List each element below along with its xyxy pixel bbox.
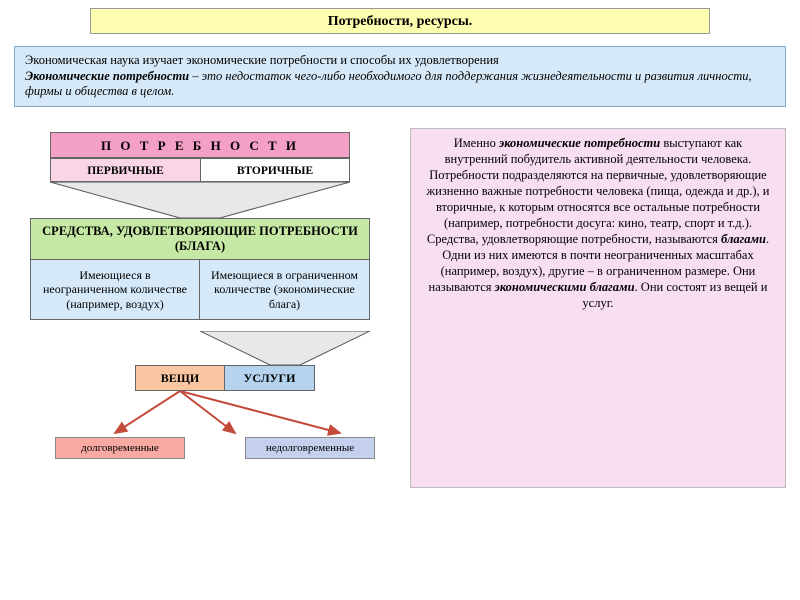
things-services-row: ВЕЩИ УСЛУГИ <box>135 365 315 391</box>
intro-line2: Экономические потребности – это недостат… <box>25 69 775 100</box>
means-box: СРЕДСТВА, УДОВЛЕТВОРЯЮЩИЕ ПОТРЕБНОСТИ (Б… <box>30 218 370 320</box>
means-unlimited: Имеющиеся в неограниченном количестве (н… <box>31 260 200 319</box>
needs-primary: ПЕРВИЧНЫЕ <box>50 158 200 182</box>
exp-p1b: выступают как внутренний побудитель акти… <box>427 136 770 230</box>
intro-line1: Экономическая наука изучает экономически… <box>25 53 775 69</box>
means-header: СРЕДСТВА, УДОВЛЕТВОРЯЮЩИЕ ПОТРЕБНОСТИ (Б… <box>31 219 369 260</box>
things-cell: ВЕЩИ <box>135 365 225 391</box>
exp-p1a: Именно <box>454 136 499 150</box>
split-arrows-icon <box>95 391 365 437</box>
funnel-icon-2 <box>200 331 370 365</box>
needs-secondary: ВТОРИЧНЫЕ <box>200 158 350 182</box>
exp-p2em: благами <box>721 232 766 246</box>
long-term-box: долговременные <box>55 437 185 459</box>
needs-header: П О Т Р Е Б Н О С Т И <box>50 132 350 158</box>
means-row: Имеющиеся в неограниченном количестве (н… <box>31 260 369 319</box>
exp-p2a: Средства, удовлетворяющие потребности, н… <box>427 232 721 246</box>
intro-definition-box: Экономическая наука изучает экономически… <box>14 46 786 107</box>
short-term-box: недолговременные <box>245 437 375 459</box>
exp-p1em: экономические потребности <box>499 136 660 150</box>
funnel-icon-1 <box>50 182 350 218</box>
explanation-box: Именно экономические потребности выступа… <box>410 128 786 488</box>
exp-p2em2: экономическими благами <box>495 280 635 294</box>
services-cell: УСЛУГИ <box>225 365 315 391</box>
intro-term: Экономические потребности <box>25 69 189 83</box>
means-limited: Имеющиеся в ограниченном количестве (эко… <box>200 260 369 319</box>
page-title: Потребности, ресурсы. <box>90 8 710 34</box>
